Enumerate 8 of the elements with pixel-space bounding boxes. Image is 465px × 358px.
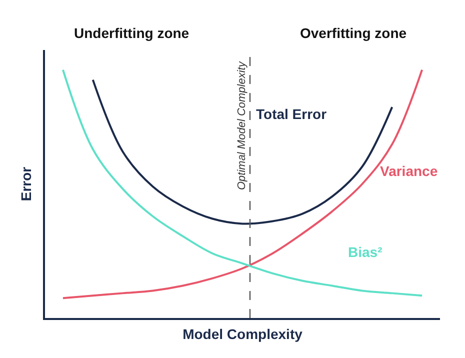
annotation: Optimal Model Complexity — [236, 60, 248, 190]
text: Underfitting zone — [74, 25, 190, 41]
text: Total Error — [256, 106, 328, 122]
text: Overfitting zone — [300, 25, 407, 41]
text: Bias² — [348, 244, 383, 260]
series-label: Variance — [380, 163, 438, 179]
x-axis-title: Model Complexity — [182, 326, 303, 342]
y-axis-title: Error — [18, 166, 34, 202]
